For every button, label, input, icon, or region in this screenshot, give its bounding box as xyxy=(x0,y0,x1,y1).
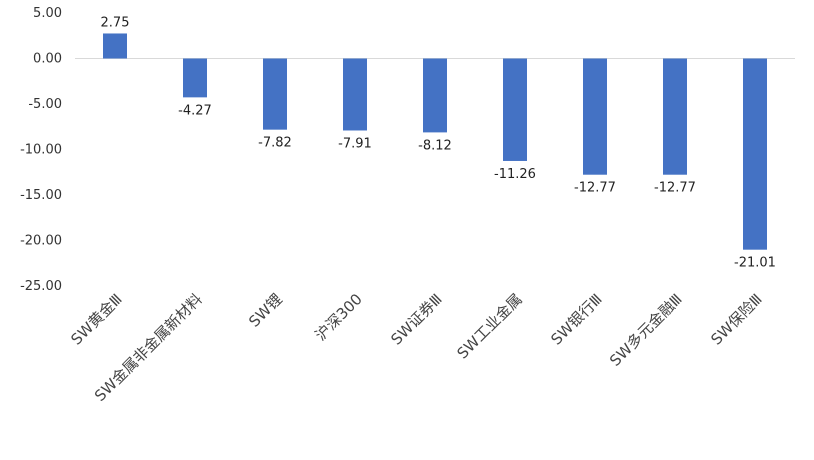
bar xyxy=(103,33,127,59)
x-category-label: SW保险Ⅲ xyxy=(707,290,765,348)
data-label: -11.26 xyxy=(494,167,536,182)
bar xyxy=(343,58,367,131)
x-category-label: SW黄金Ⅲ xyxy=(67,290,125,348)
data-labels: 2.75 -4.27 -7.82 -7.91 -8.12 -11.26 -12.77 -12.… xyxy=(101,15,776,270)
y-tick-label: 0.00 xyxy=(33,52,62,67)
bar xyxy=(503,58,527,161)
bar xyxy=(263,58,287,130)
x-category-label: 沪深300 xyxy=(312,290,366,344)
y-tick-label: 5.00 xyxy=(33,6,62,21)
x-category-label: SW锂 xyxy=(245,290,286,331)
y-tick-label: -10.00 xyxy=(20,143,62,158)
y-tick-label: -20.00 xyxy=(20,234,62,249)
data-label: -4.27 xyxy=(178,103,212,118)
bar xyxy=(183,58,207,98)
data-label: -7.91 xyxy=(338,136,372,151)
bars xyxy=(103,33,767,250)
y-tick-label: -15.00 xyxy=(20,188,62,203)
bar xyxy=(583,58,607,175)
data-label: -12.77 xyxy=(654,181,696,196)
bar xyxy=(423,58,447,133)
data-label: -7.82 xyxy=(258,136,292,151)
bar xyxy=(743,58,767,250)
x-category-label: SW多元金融Ⅲ xyxy=(606,290,686,370)
data-label: -8.12 xyxy=(418,138,452,153)
data-label: -12.77 xyxy=(574,181,616,196)
y-tick-label: -5.00 xyxy=(28,97,62,112)
x-category-label: SW工业金属 xyxy=(453,290,525,362)
bar xyxy=(663,58,687,175)
y-axis: 5.00 0.00 -5.00 -10.00 -15.00 -20.00 -25.00 xyxy=(20,6,62,294)
x-category-label: SW证券Ⅲ xyxy=(387,290,445,348)
x-category-label: SW银行Ⅲ xyxy=(547,290,605,348)
data-label: 2.75 xyxy=(101,15,130,30)
data-label: -21.01 xyxy=(734,256,776,271)
y-tick-label: -25.00 xyxy=(20,279,62,294)
